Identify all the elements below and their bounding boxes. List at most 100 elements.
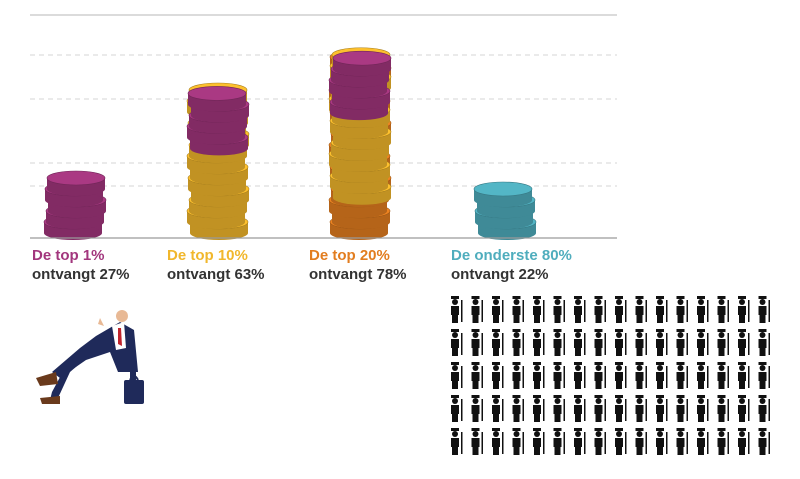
body (615, 339, 623, 348)
person-icon (574, 296, 586, 323)
head (452, 332, 458, 338)
legs (759, 447, 766, 455)
head (575, 398, 581, 404)
legs (534, 381, 540, 389)
tool (502, 300, 504, 322)
person-icon (656, 428, 668, 455)
hat (635, 296, 644, 299)
hat (697, 428, 705, 431)
head (513, 398, 520, 404)
head (493, 299, 499, 305)
hat (717, 296, 726, 299)
legs (759, 414, 766, 422)
hat (615, 395, 623, 398)
tool (604, 300, 606, 322)
hat (512, 395, 521, 398)
hat (758, 362, 767, 365)
hat (492, 362, 500, 365)
tool (563, 300, 565, 322)
tool (748, 432, 750, 454)
hat (738, 395, 746, 398)
head (513, 299, 520, 305)
tool (481, 399, 483, 421)
hat (717, 362, 726, 365)
person-icon (574, 329, 586, 356)
legs (698, 348, 704, 356)
head (698, 299, 704, 305)
coin-stack (473, 181, 537, 240)
legs (657, 447, 663, 455)
legs (452, 381, 458, 389)
body (471, 405, 480, 414)
person-icon (451, 362, 463, 389)
person-icon (656, 296, 668, 323)
legs (657, 414, 663, 422)
hat (594, 428, 603, 431)
body (676, 438, 685, 447)
person-icon (697, 428, 709, 455)
tool (604, 366, 606, 388)
tool (748, 300, 750, 322)
hat (492, 428, 500, 431)
tool (645, 399, 647, 421)
tool (563, 432, 565, 454)
body (758, 306, 767, 315)
tool (584, 333, 586, 355)
tool (502, 366, 504, 388)
coin-edge (188, 182, 246, 196)
person-icon (533, 395, 545, 422)
legs (513, 447, 520, 455)
legs (636, 414, 643, 422)
legs (595, 447, 602, 455)
tool (543, 300, 545, 322)
head (534, 299, 540, 305)
person-icon (471, 428, 483, 455)
coin-stacks (43, 47, 537, 240)
tool (461, 366, 463, 388)
tool (686, 366, 688, 388)
body (676, 306, 685, 315)
category-label: De onderste 80% (451, 247, 572, 264)
body (615, 372, 623, 381)
coin-edge (332, 215, 390, 229)
tool (604, 333, 606, 355)
tool (584, 399, 586, 421)
person-icon (717, 362, 729, 389)
head (677, 332, 684, 338)
tool (625, 333, 627, 355)
person-icon (553, 296, 565, 323)
coin-edge (329, 204, 387, 218)
head (657, 398, 663, 404)
person-icon (676, 428, 688, 455)
head (513, 431, 520, 437)
body (717, 306, 726, 315)
coin-edge (46, 215, 104, 229)
head (452, 365, 458, 371)
tool (584, 300, 586, 322)
hat (635, 329, 644, 332)
hat (738, 329, 746, 332)
head (452, 299, 458, 305)
coin-edge (187, 160, 245, 174)
coin-stack-tier (186, 86, 250, 156)
body (656, 306, 664, 315)
tool (666, 300, 668, 322)
tool (748, 333, 750, 355)
head (657, 332, 663, 338)
hat (512, 329, 521, 332)
tool (502, 399, 504, 421)
head (759, 299, 766, 305)
body (574, 405, 582, 414)
hat (512, 296, 521, 299)
legs (718, 381, 725, 389)
person-icon (512, 329, 524, 356)
body (738, 306, 746, 315)
person-icon (697, 362, 709, 389)
head (739, 398, 745, 404)
coin-edge (330, 179, 388, 194)
tool (727, 366, 729, 388)
head (636, 365, 643, 371)
hat (635, 395, 644, 398)
body (758, 339, 767, 348)
coin-face (473, 181, 533, 197)
